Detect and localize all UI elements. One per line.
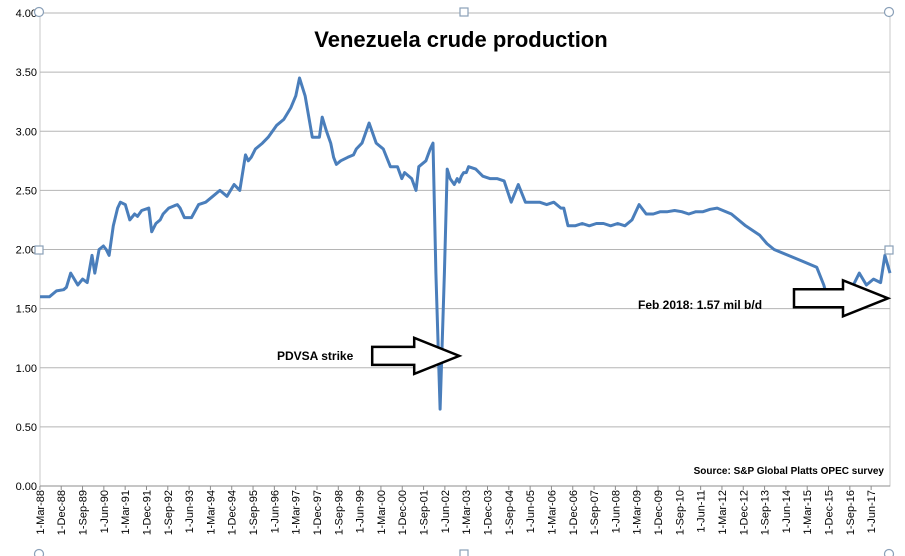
series-layer — [40, 76, 892, 411]
y-tick-label: 1.00 — [16, 363, 37, 375]
x-tick-label: 1-Dec-88 — [56, 490, 68, 535]
source-note: Source: S&P Global Platts OPEC survey — [694, 466, 885, 477]
resize-handle-right[interactable] — [884, 245, 894, 255]
y-axis-ticks: 0.00 0.50 1.00 1.50 2.00 2.50 3.00 3.50 4.00 — [16, 8, 37, 493]
x-tick-label: 1-Dec-97 — [312, 490, 324, 535]
x-tick-label: 1-Mar-94 — [205, 490, 217, 535]
resize-handle-bottom-right[interactable] — [883, 548, 895, 556]
x-tick-label: 1-Mar-06 — [546, 490, 558, 535]
resize-handle-bottom-left[interactable] — [33, 548, 45, 556]
y-tick-label: 0.00 — [16, 481, 37, 493]
x-tick-label: 1-Jun-05 — [525, 490, 537, 533]
series-line — [40, 76, 892, 411]
x-tick-label: 1-Jun-08 — [610, 490, 622, 533]
x-tick-label: 1-Dec-94 — [227, 490, 239, 535]
y-tick-label: 2.50 — [16, 185, 37, 197]
x-tick-label: 1-Sep-95 — [248, 490, 260, 535]
x-tick-label: 1-Mar-12 — [717, 490, 729, 535]
y-tick-label: 3.00 — [16, 126, 37, 138]
x-tick-label: 1-Sep-98 — [333, 490, 345, 535]
x-tick-label: 1-Jun-99 — [355, 490, 367, 533]
resize-handle-top-right[interactable] — [883, 6, 895, 18]
x-tick-label: 1-Dec-12 — [738, 490, 750, 535]
gridlines — [39, 12, 891, 487]
x-tick-label: 1-Dec-03 — [482, 490, 494, 535]
arrow-feb-2018 — [792, 278, 892, 319]
annotation-feb-2018: Feb 2018: 1.57 mil b/d — [638, 298, 762, 312]
x-axis-ticks: 1-Mar-88 1-Dec-88 1-Sep-89 1-Jun-90 1-Mar-91… — [35, 486, 878, 535]
x-tick-label: 1-Jun-02 — [440, 490, 452, 533]
x-tick-label: 1-Mar-03 — [461, 490, 473, 535]
x-tick-label: 1-Jun-90 — [99, 490, 111, 533]
x-tick-label: 1-Dec-91 — [141, 490, 153, 535]
x-tick-label: 1-Dec-00 — [397, 490, 409, 535]
x-tick-label: 1-Sep-13 — [760, 490, 772, 535]
x-tick-label: 1-Dec-06 — [568, 490, 580, 535]
x-tick-label: 1-Jun-17 — [866, 490, 878, 533]
x-tick-label: 1-Sep-89 — [78, 490, 90, 535]
y-tick-label: 1.50 — [16, 304, 37, 316]
x-tick-label: 1-Mar-00 — [376, 490, 388, 535]
x-tick-label: 1-Dec-09 — [653, 490, 665, 535]
resize-handle-bottom[interactable] — [459, 549, 469, 556]
x-tick-label: 1-Sep-01 — [419, 490, 431, 535]
annotation-pdvsa-strike: PDVSA strike — [277, 349, 354, 363]
x-tick-label: 1-Jun-93 — [184, 490, 196, 533]
arrow-pdvsa-strike — [370, 336, 463, 376]
resize-handle-left[interactable] — [34, 245, 44, 255]
annotation-arrows — [370, 278, 892, 376]
x-tick-label: 1-Mar-88 — [35, 490, 47, 535]
y-tick-label: 4.00 — [16, 8, 37, 20]
chart-title: Venezuela crude production — [314, 27, 607, 52]
y-tick-label: 3.50 — [16, 67, 37, 79]
resize-handle-top[interactable] — [459, 7, 469, 17]
x-tick-label: 1-Mar-09 — [632, 490, 644, 535]
selection-handles[interactable] — [33, 6, 895, 556]
x-tick-label: 1-Jun-11 — [696, 490, 708, 533]
x-tick-label: 1-Mar-15 — [802, 490, 814, 535]
x-tick-label: 1-Sep-04 — [504, 490, 516, 535]
x-tick-label: 1-Dec-15 — [824, 490, 836, 535]
x-tick-label: 1-Sep-16 — [845, 490, 857, 535]
x-tick-label: 1-Sep-07 — [589, 490, 601, 535]
x-tick-label: 1-Sep-92 — [163, 490, 175, 535]
x-tick-label: 1-Sep-10 — [674, 490, 686, 535]
y-tick-label: 0.50 — [16, 422, 37, 434]
x-tick-label: 1-Jun-14 — [781, 490, 793, 533]
x-tick-label: 1-Mar-97 — [291, 490, 303, 535]
y-tick-label: 2.00 — [16, 245, 37, 257]
x-tick-label: 1-Jun-96 — [269, 490, 281, 533]
x-tick-label: 1-Mar-91 — [120, 490, 132, 535]
resize-handle-top-left[interactable] — [33, 6, 45, 18]
